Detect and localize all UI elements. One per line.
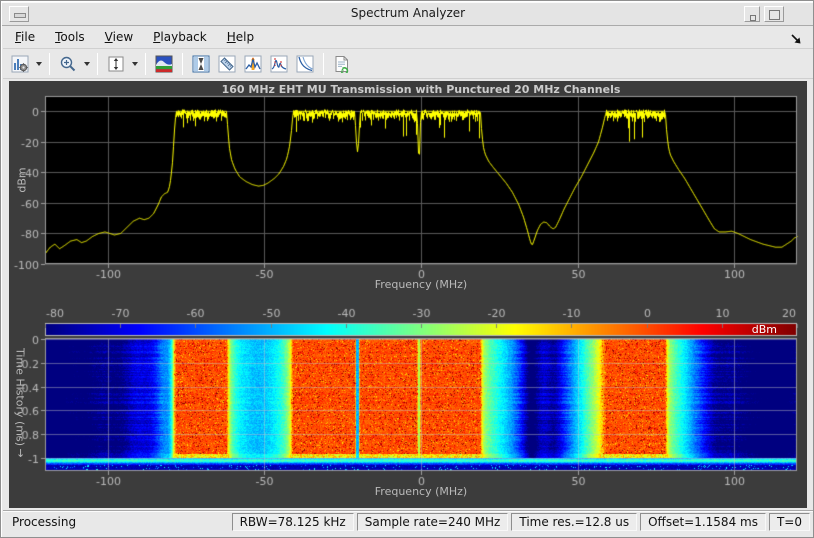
- ruler-measurements-icon: [218, 55, 236, 73]
- distortion-measurements-button[interactable]: [266, 51, 292, 77]
- toolbar-separator: [323, 53, 324, 75]
- menu-playback[interactable]: Playback: [145, 27, 215, 47]
- spectrum-settings-button[interactable]: [7, 51, 33, 77]
- toolbar-separator: [145, 53, 146, 75]
- spectrogram-icon: [155, 55, 173, 73]
- minimize-button[interactable]: [744, 6, 760, 22]
- peak-finder-icon: [244, 55, 262, 73]
- tool-bar: [3, 49, 813, 79]
- cursor-measurements-icon: [192, 55, 210, 73]
- status-state: Processing: [3, 515, 232, 529]
- peak-finder-button[interactable]: [240, 51, 266, 77]
- cursor-measurements-button[interactable]: [188, 51, 214, 77]
- spectrum-settings-icon: [11, 55, 29, 73]
- status-time: T=0: [769, 513, 810, 531]
- status-sample-rate: Sample rate=240 MHz: [357, 513, 509, 531]
- status-rbw: RBW=78.125 kHz: [232, 513, 354, 531]
- distortion-measurements-icon: [270, 55, 288, 73]
- status-offset: Offset=1.1584 ms: [640, 513, 766, 531]
- spectrum-settings-dropdown[interactable]: [33, 51, 44, 77]
- span-dropdown[interactable]: [129, 51, 140, 77]
- menu-view[interactable]: View: [97, 27, 141, 47]
- toolbar-separator: [97, 53, 98, 75]
- menu-tools[interactable]: Tools: [47, 27, 93, 47]
- ccdf-measurements-button[interactable]: [292, 51, 318, 77]
- span-button[interactable]: [103, 51, 129, 77]
- toolbar-separator: [49, 53, 50, 75]
- span-icon: [107, 55, 125, 73]
- menu-file[interactable]: File: [7, 27, 43, 47]
- zoom-in-button[interactable]: [55, 51, 81, 77]
- spectrum-and-spectrogram-canvas[interactable]: [9, 81, 807, 508]
- zoom-in-icon: [59, 55, 77, 73]
- toolbar-separator: [182, 53, 183, 75]
- export-report-button[interactable]: [329, 51, 355, 77]
- zoom-dropdown[interactable]: [81, 51, 92, 77]
- status-time-resolution: Time res.=12.8 us: [511, 513, 637, 531]
- export-report-icon: [333, 55, 351, 73]
- spectrum-analyzer-window: Spectrum Analyzer File Tools View Playba…: [0, 0, 814, 538]
- ccdf-measurements-icon: [296, 55, 314, 73]
- ruler-measurements-button[interactable]: [214, 51, 240, 77]
- status-bar: Processing RBW=78.125 kHz Sample rate=24…: [3, 510, 813, 533]
- display-panel: 160 MHz EHT MU Transmission with Punctur…: [9, 81, 807, 508]
- spectrogram-view-button[interactable]: [151, 51, 177, 77]
- dock-figure-icon[interactable]: [790, 31, 803, 44]
- window-title: Spectrum Analyzer: [2, 6, 814, 20]
- maximize-button[interactable]: [764, 6, 784, 22]
- menu-help[interactable]: Help: [219, 27, 262, 47]
- title-bar[interactable]: Spectrum Analyzer: [2, 2, 814, 26]
- menu-bar: File Tools View Playback Help: [3, 26, 813, 49]
